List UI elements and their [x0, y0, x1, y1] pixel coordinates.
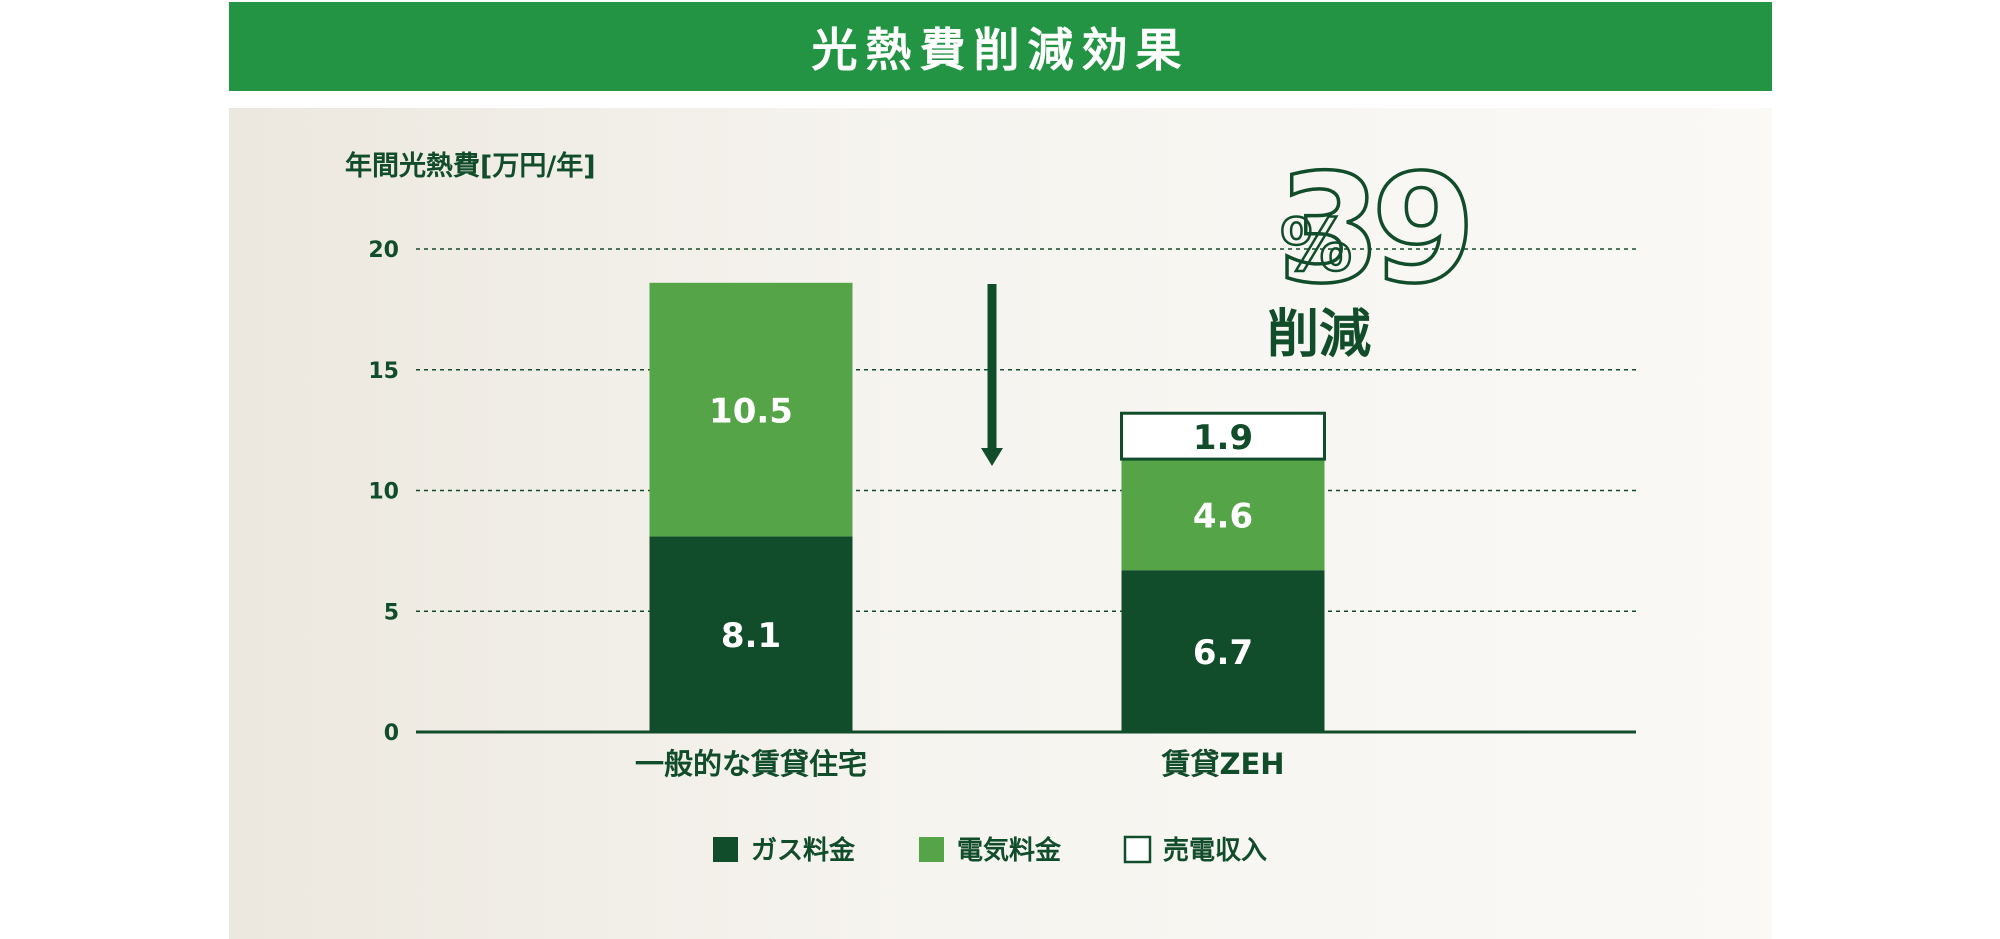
y-tick-label: 5: [384, 600, 399, 625]
bar-segment: [1120, 411, 1326, 461]
bar-value-label: 1.9: [1193, 418, 1253, 458]
y-tick-label: 10: [368, 480, 399, 505]
y-tick-label: 0: [384, 721, 399, 746]
bar-segment: [649, 282, 853, 537]
legend-swatch: [1123, 835, 1152, 864]
reduction-text: 削減: [1267, 305, 1371, 365]
bar-value-label: 10.5: [709, 392, 793, 432]
bar-segment: [1121, 570, 1325, 732]
legend-label: ガス料金: [751, 835, 856, 866]
reduction-percent-unit: %: [1280, 203, 1352, 287]
legend-swatch: [919, 837, 944, 862]
legend-swatch: [713, 837, 738, 862]
reduction-arrow-head: [981, 448, 1003, 466]
x-tick-label: 賃貸ZEH: [1160, 747, 1284, 781]
y-tick-label: 15: [368, 359, 399, 384]
x-tick-label: 一般的な賃貸住宅: [635, 747, 867, 781]
bar-value-label: 6.7: [1193, 633, 1253, 673]
y-axis-label: 年間光熱費[万円/年]: [345, 150, 596, 182]
chart-panel: 年間光熱費[万円/年] 0 5 10 15 20 8.1 10.5 一般的な賃貸住宅 6.7 4.6…: [229, 108, 1772, 939]
legend-label: 電気料金: [957, 835, 1062, 866]
y-tick-label: 20: [368, 238, 399, 263]
page-title: 光熱費削減効果: [811, 22, 1190, 77]
bar-segment: [649, 536, 853, 732]
chart: 年間光熱費[万円/年] 0 5 10 15 20 8.1 10.5 一般的な賃貸住宅 6.7 4.6…: [345, 141, 1636, 866]
title-banner: 光熱費削減効果: [229, 2, 1772, 91]
bar-value-label: 4.6: [1193, 497, 1253, 537]
bar-value-label: 8.1: [721, 616, 781, 656]
bar-segment: [1121, 459, 1325, 571]
reduction-percent-value: 39: [1277, 143, 1466, 317]
legend-label: 売電収入: [1163, 836, 1267, 866]
